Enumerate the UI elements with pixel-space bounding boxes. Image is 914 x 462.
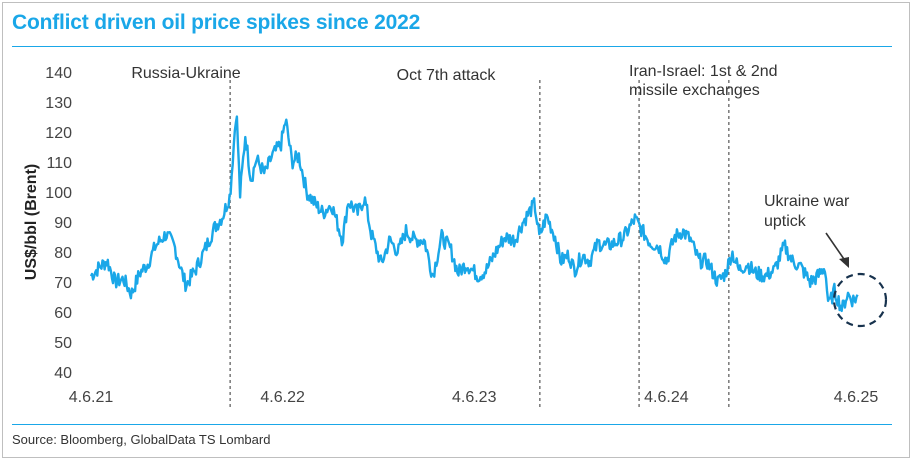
- highlight-circle: [832, 272, 888, 328]
- annotation-arrow: [825, 232, 847, 263]
- event-label: missile exchanges: [629, 82, 760, 99]
- x-tick-label: 4.6.24: [644, 389, 689, 406]
- y-tick-label: 60: [54, 305, 72, 322]
- annotation-label: Ukraine war: [764, 193, 850, 210]
- x-tick-label: 4.6.21: [69, 389, 114, 406]
- x-tick-label: 4.6.22: [260, 389, 305, 406]
- x-tick-label: 4.6.25: [834, 389, 879, 406]
- y-tick-label: 70: [54, 275, 72, 292]
- y-tick-label: 90: [54, 215, 72, 232]
- y-tick-label: 80: [54, 245, 72, 262]
- y-tick-label: 40: [54, 365, 72, 382]
- y-tick-label: 120: [45, 125, 72, 142]
- source-note: Source: Bloomberg, GlobalData TS Lombard: [12, 432, 271, 447]
- chart-title: Conflict driven oil price spikes since 2…: [12, 11, 421, 34]
- annotation-label: uptick: [764, 213, 807, 230]
- y-axis-label: US$/bbl (Brent): [23, 164, 40, 280]
- brent-price-line: [89, 115, 859, 313]
- event-label: Oct 7th attack: [397, 67, 497, 84]
- y-tick-label: 100: [45, 185, 72, 202]
- y-tick-label: 50: [54, 335, 72, 352]
- source-rule: [12, 424, 892, 425]
- arrow-head-icon: [839, 257, 849, 268]
- x-tick-label: 4.6.23: [452, 389, 497, 406]
- event-label: Russia-Ukraine: [131, 65, 240, 82]
- event-label: Iran-Israel: 1st & 2nd: [629, 63, 778, 80]
- title-rule: [12, 46, 892, 47]
- y-tick-label: 140: [45, 65, 72, 82]
- y-tick-label: 110: [46, 155, 72, 172]
- y-tick-label: 130: [45, 95, 72, 112]
